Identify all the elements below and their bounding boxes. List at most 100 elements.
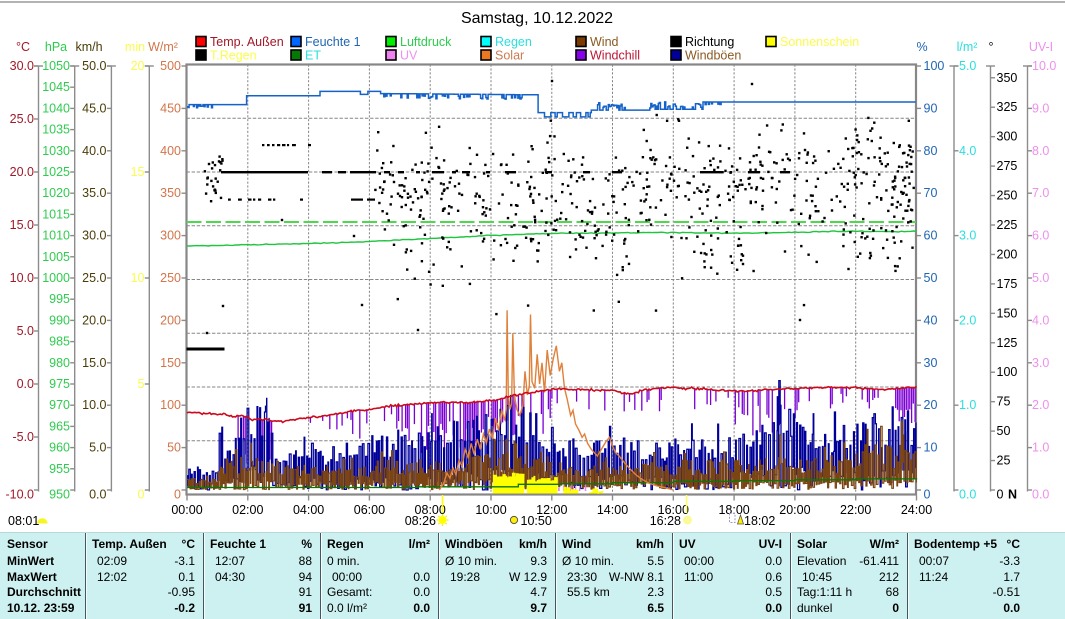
- svg-text:Richtung: Richtung: [685, 35, 734, 49]
- svg-text:0.0: 0.0: [959, 488, 976, 502]
- svg-text:200: 200: [160, 313, 181, 327]
- svg-text:8.0: 8.0: [1032, 144, 1049, 158]
- svg-text:990: 990: [49, 313, 70, 327]
- svg-text:10: 10: [131, 271, 145, 285]
- svg-text:10: 10: [924, 441, 938, 455]
- svg-text:100: 100: [997, 365, 1018, 379]
- svg-text:965: 965: [49, 419, 70, 433]
- svg-text:1035: 1035: [42, 123, 70, 137]
- svg-text:50: 50: [924, 271, 938, 285]
- svg-text:225: 225: [997, 218, 1018, 232]
- svg-text:min: min: [125, 40, 145, 54]
- svg-text:25.0: 25.0: [82, 271, 106, 285]
- svg-text:40: 40: [924, 313, 938, 327]
- svg-text:ET: ET: [305, 49, 321, 63]
- svg-text:5: 5: [138, 377, 145, 391]
- svg-text:1045: 1045: [42, 80, 70, 94]
- svg-text:970: 970: [49, 398, 70, 412]
- svg-text:22:00: 22:00: [840, 503, 871, 517]
- svg-text:1050: 1050: [42, 59, 70, 73]
- svg-text:N: N: [1008, 488, 1017, 502]
- svg-text:15.0: 15.0: [10, 218, 34, 232]
- svg-text:02:00: 02:00: [232, 503, 263, 517]
- svg-text:°C: °C: [16, 40, 30, 54]
- svg-text:5.0: 5.0: [959, 59, 976, 73]
- svg-text:980: 980: [49, 356, 70, 370]
- svg-text:0: 0: [997, 488, 1004, 502]
- svg-text:300: 300: [997, 130, 1018, 144]
- svg-text:90: 90: [924, 101, 938, 115]
- svg-text:125: 125: [997, 336, 1018, 350]
- svg-text:Sonnenschein: Sonnenschein: [780, 35, 859, 49]
- svg-text:Temp. Außen: Temp. Außen: [210, 35, 284, 49]
- svg-text:20.0: 20.0: [10, 165, 34, 179]
- svg-text:0: 0: [174, 488, 181, 502]
- svg-text:16:28: 16:28: [650, 514, 681, 528]
- svg-text:20:00: 20:00: [779, 503, 810, 517]
- svg-text:60: 60: [924, 229, 938, 243]
- svg-text:5.0: 5.0: [1032, 271, 1049, 285]
- svg-text:50.0: 50.0: [82, 59, 106, 73]
- svg-text:50: 50: [167, 441, 181, 455]
- svg-text:80: 80: [924, 144, 938, 158]
- svg-text:25: 25: [997, 454, 1011, 468]
- svg-text:3.0: 3.0: [959, 229, 976, 243]
- svg-text:04:00: 04:00: [293, 503, 324, 517]
- svg-text:325: 325: [997, 100, 1018, 114]
- svg-text:10:50: 10:50: [521, 514, 552, 528]
- svg-text:T.Regen: T.Regen: [210, 49, 257, 63]
- svg-text:6.0: 6.0: [1032, 229, 1049, 243]
- svg-text:-5.0: -5.0: [12, 430, 34, 444]
- svg-text:Wind: Wind: [590, 35, 619, 49]
- svg-text:24:00: 24:00: [901, 503, 932, 517]
- svg-text:400: 400: [160, 144, 181, 158]
- svg-text:275: 275: [997, 159, 1018, 173]
- svg-text:300: 300: [160, 229, 181, 243]
- svg-text:25.0: 25.0: [10, 112, 34, 126]
- svg-text:12:00: 12:00: [536, 503, 567, 517]
- svg-text:50: 50: [997, 424, 1011, 438]
- svg-text:08:00: 08:00: [415, 503, 446, 517]
- svg-text:°: °: [989, 40, 994, 54]
- svg-text:0: 0: [138, 488, 145, 502]
- svg-text:100: 100: [160, 398, 181, 412]
- svg-text:1000: 1000: [42, 271, 70, 285]
- svg-text:350: 350: [160, 186, 181, 200]
- svg-text:45.0: 45.0: [82, 101, 106, 115]
- svg-text:l/m²: l/m²: [957, 40, 978, 54]
- svg-text:UV: UV: [400, 49, 418, 63]
- svg-text:Samstag, 10.12.2022: Samstag, 10.12.2022: [461, 10, 613, 27]
- svg-text:1025: 1025: [42, 165, 70, 179]
- svg-text:10.0: 10.0: [10, 271, 34, 285]
- svg-text:-10.0: -10.0: [6, 488, 35, 502]
- svg-text:1.0: 1.0: [959, 398, 976, 412]
- svg-text:Regen: Regen: [495, 35, 532, 49]
- svg-text:%: %: [916, 40, 927, 54]
- svg-text:Feuchte 1: Feuchte 1: [305, 35, 361, 49]
- svg-text:Windchill: Windchill: [590, 49, 640, 63]
- svg-text:18:00: 18:00: [718, 503, 749, 517]
- svg-text:10.0: 10.0: [82, 398, 106, 412]
- svg-text:950: 950: [49, 488, 70, 502]
- svg-text:UV-I: UV-I: [1029, 40, 1053, 54]
- svg-text:150: 150: [160, 356, 181, 370]
- svg-text:960: 960: [49, 441, 70, 455]
- svg-text:15: 15: [131, 165, 145, 179]
- svg-text:450: 450: [160, 101, 181, 115]
- svg-text:250: 250: [997, 189, 1018, 203]
- svg-text:1.0: 1.0: [1032, 441, 1049, 455]
- svg-text:hPa: hPa: [45, 40, 67, 54]
- svg-text:75: 75: [997, 395, 1011, 409]
- svg-text:10:00: 10:00: [475, 503, 506, 517]
- svg-text:100: 100: [924, 59, 945, 73]
- svg-text:175: 175: [997, 277, 1018, 291]
- svg-text:20: 20: [924, 398, 938, 412]
- svg-text:35.0: 35.0: [82, 186, 106, 200]
- svg-text:14:00: 14:00: [597, 503, 628, 517]
- svg-text:985: 985: [49, 335, 70, 349]
- svg-text:70: 70: [924, 186, 938, 200]
- svg-text:2.0: 2.0: [959, 313, 976, 327]
- svg-text:1030: 1030: [42, 144, 70, 158]
- svg-text:30.0: 30.0: [10, 59, 34, 73]
- svg-text:08:01: 08:01: [8, 514, 39, 528]
